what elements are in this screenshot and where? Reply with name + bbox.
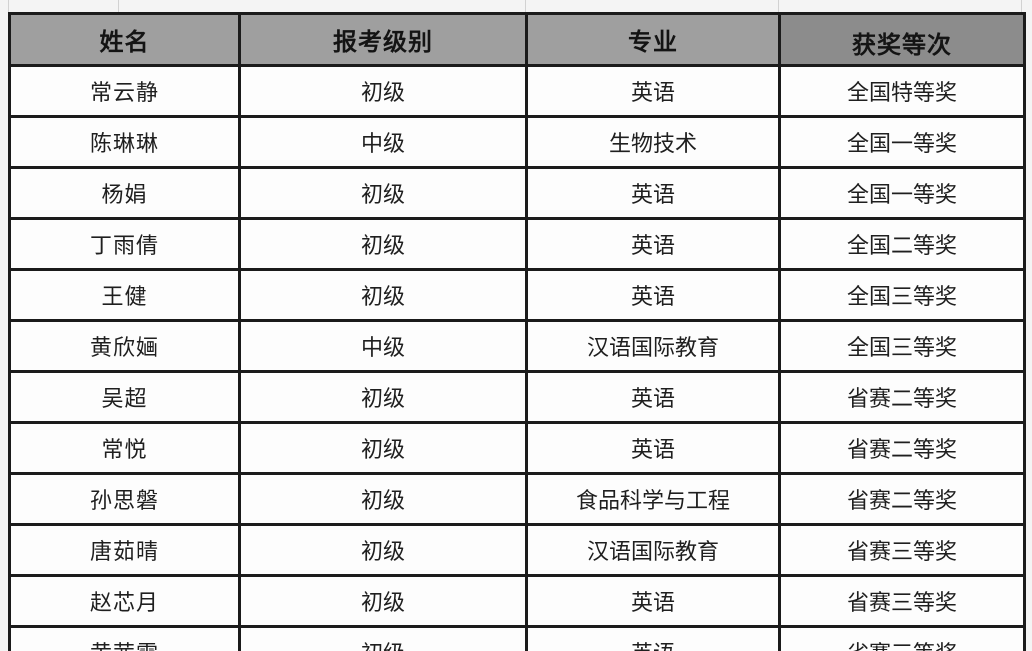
cell-name: 王健 [8,268,241,322]
cell-major: 英语 [525,574,781,628]
cell-award: 全国一等奖 [778,166,1026,220]
cell-award: 全国特等奖 [778,64,1026,118]
cell-name: 孙思磐 [8,472,241,526]
cell-major: 英语 [525,217,781,271]
cell-major: 生物技术 [525,115,781,169]
gridline-remnant [8,0,9,12]
table-row: 唐茹晴 初级 汉语国际教育 省赛三等奖 [8,523,1026,577]
cell-award: 省赛三等奖 [778,523,1026,577]
cell-level: 中级 [238,319,528,373]
cell-level: 初级 [238,268,528,322]
table-row: 丁雨倩 初级 英语 全国二等奖 [8,217,1026,271]
cell-level: 初级 [238,217,528,271]
header-cell-award: 获奖等次 [778,12,1026,67]
cell-award: 全国三等奖 [778,319,1026,373]
cell-name: 黄茜雯 [8,625,241,651]
cell-major: 汉语国际教育 [525,319,781,373]
header-cell-major: 专业 [525,12,781,67]
cell-major: 英语 [525,421,781,475]
cell-name: 常云静 [8,64,241,118]
header-cell-level: 报考级别 [238,12,528,67]
cell-name: 常悦 [8,421,241,475]
cell-major: 英语 [525,625,781,651]
cell-name: 赵芯月 [8,574,241,628]
table-row: 常悦 初级 英语 省赛二等奖 [8,421,1026,475]
cell-major: 英语 [525,268,781,322]
cell-level: 初级 [238,421,528,475]
cell-major: 英语 [525,370,781,424]
cell-name: 吴超 [8,370,241,424]
cell-award: 全国三等奖 [778,268,1026,322]
cell-award: 全国一等奖 [778,115,1026,169]
cell-award: 省赛二等奖 [778,472,1026,526]
gridline-remnant [778,0,779,12]
cell-level: 中级 [238,115,528,169]
table-row: 孙思磐 初级 食品科学与工程 省赛二等奖 [8,472,1026,526]
table-row: 黄欣婳 中级 汉语国际教育 全国三等奖 [8,319,1026,373]
cell-level: 初级 [238,472,528,526]
cell-name: 杨娟 [8,166,241,220]
cell-level: 初级 [238,523,528,577]
cell-award: 省赛三等奖 [778,574,1026,628]
awards-table: 姓名 报考级别 专业 获奖等次 常云静 初级 英语 全国特等奖 陈琳琳 中级 生… [8,12,1026,651]
table-row: 吴超 初级 英语 省赛二等奖 [8,370,1026,424]
gridline-remnant [525,0,526,12]
gridline-remnant [1021,0,1022,12]
cell-award: 省赛三等奖 [778,625,1026,651]
cell-name: 唐茹晴 [8,523,241,577]
cell-major: 汉语国际教育 [525,523,781,577]
cell-major: 英语 [525,64,781,118]
table-row: 常云静 初级 英语 全国特等奖 [8,64,1026,118]
table-row: 杨娟 初级 英语 全国一等奖 [8,166,1026,220]
cell-name: 陈琳琳 [8,115,241,169]
cell-level: 初级 [238,370,528,424]
table-row: 赵芯月 初级 英语 省赛三等奖 [8,574,1026,628]
cell-level: 初级 [238,64,528,118]
cell-major: 食品科学与工程 [525,472,781,526]
cell-level: 初级 [238,625,528,651]
cell-name: 丁雨倩 [8,217,241,271]
header-row: 姓名 报考级别 专业 获奖等次 [8,12,1026,67]
table-row: 王健 初级 英语 全国三等奖 [8,268,1026,322]
header-cell-name: 姓名 [8,12,241,67]
cell-award: 省赛二等奖 [778,370,1026,424]
cell-award: 省赛二等奖 [778,421,1026,475]
cell-major: 英语 [525,166,781,220]
cell-level: 初级 [238,574,528,628]
table-row: 陈琳琳 中级 生物技术 全国一等奖 [8,115,1026,169]
cell-award: 全国二等奖 [778,217,1026,271]
cell-level: 初级 [238,166,528,220]
gridline-remnant [118,0,119,12]
cell-name: 黄欣婳 [8,319,241,373]
table-row: 黄茜雯 初级 英语 省赛三等奖 [8,625,1026,651]
